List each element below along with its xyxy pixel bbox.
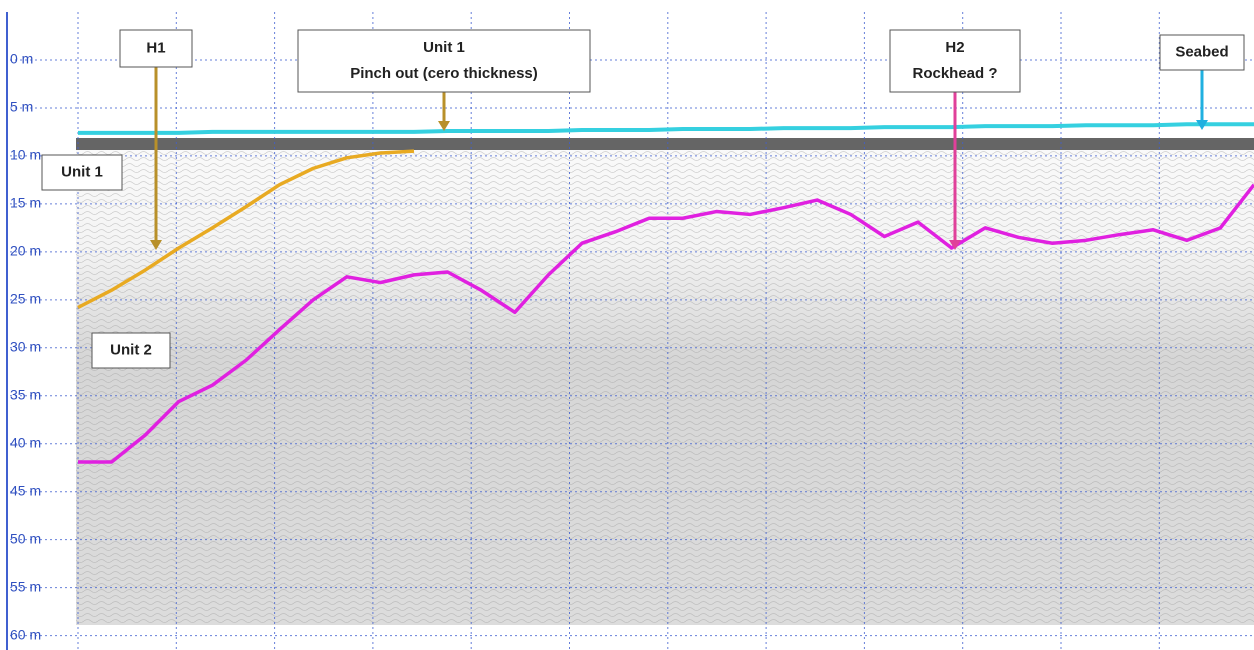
y-tick-label: 30 m [10,338,41,354]
y-tick-label: 45 m [10,482,41,498]
y-tick-label: 60 m [10,626,41,642]
seabed-reflector [76,138,1254,150]
y-tick-label: 55 m [10,578,41,594]
y-tick-label: 35 m [10,386,41,402]
y-tick-label: 10 m [10,147,41,163]
seismic-texture [76,150,1254,625]
annotation-text: Rockhead ? [912,65,997,82]
annotation-text: H2 [945,39,964,56]
annotation-text: H1 [146,39,165,56]
annotation-text: Seabed [1175,43,1228,60]
y-tick-label: 25 m [10,291,41,307]
annotation-text: Unit 1 [61,163,103,180]
y-tick-label: 20 m [10,243,41,259]
annotation-text: Unit 2 [110,341,152,358]
annotation-text: Unit 1 [423,39,465,56]
annotation-text: Pinch out (cero thickness) [350,65,538,82]
seismic-profile: 0 m 5 m 10 m 15 m 20 m 25 m 30 m 35 m 40 m 45 m 50… [0,0,1254,650]
y-tick-label: 40 m [10,434,41,450]
y-tick-label: 5 m [10,99,33,115]
y-tick-label: 15 m [10,195,41,211]
y-tick-label: 50 m [10,530,41,546]
y-tick-label: 0 m [10,51,33,67]
